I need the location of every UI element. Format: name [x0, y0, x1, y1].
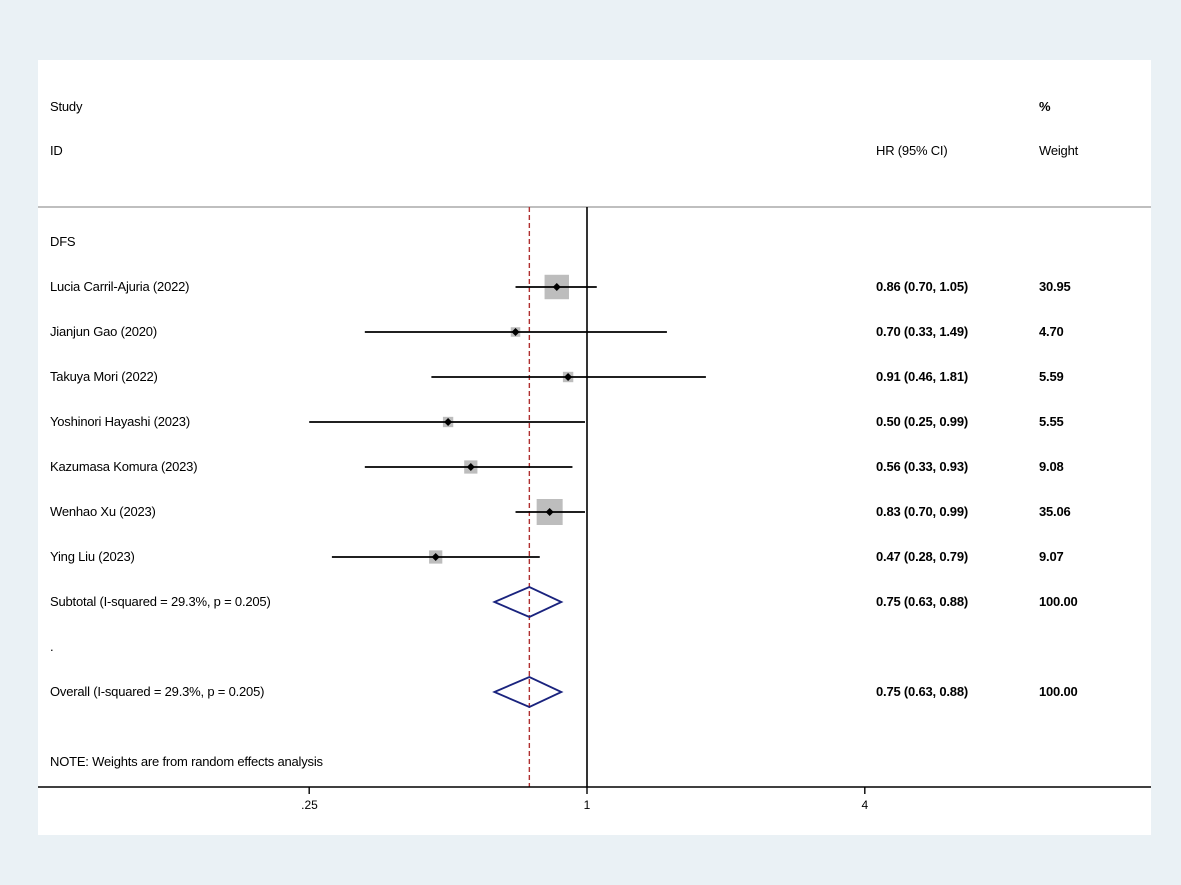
overall-hr: 0.75 (0.63, 0.88)	[876, 684, 968, 699]
point-estimate-marker	[552, 283, 561, 291]
study-label: Jianjun Gao (2020)	[50, 324, 157, 339]
study-weight: 9.07	[1039, 549, 1064, 564]
study-label: Takuya Mori (2022)	[50, 369, 158, 384]
subtotal-weight: 100.00	[1039, 594, 1078, 609]
point-estimate-marker	[466, 463, 475, 471]
header-weight: Weight	[1039, 143, 1079, 158]
study-label: Wenhao Xu (2023)	[50, 504, 156, 519]
header-id: ID	[50, 143, 63, 158]
study-weight: 35.06	[1039, 504, 1071, 519]
study-hr: 0.70 (0.33, 1.49)	[876, 324, 968, 339]
x-tick-label: 1	[583, 798, 591, 812]
study-hr: 0.50 (0.25, 0.99)	[876, 414, 968, 429]
header-hr-ci: HR (95% CI)	[876, 143, 948, 158]
note-text: NOTE: Weights are from random effects an…	[50, 754, 323, 769]
forest-plot: Study ID HR (95% CI) % Weight DFS Lucia …	[38, 60, 1151, 835]
study-weight: 9.08	[1039, 459, 1064, 474]
overall-label: Overall (I-squared = 29.3%, p = 0.205)	[50, 684, 265, 699]
point-estimate-marker	[545, 508, 554, 516]
point-estimate-marker	[444, 418, 453, 426]
overall-diamond	[492, 676, 564, 708]
point-estimate-marker	[431, 553, 440, 561]
study-hr: 0.56 (0.33, 0.93)	[876, 459, 968, 474]
study-label: Lucia Carril-Ajuria (2022)	[50, 279, 190, 294]
header-percent: %	[1039, 99, 1051, 114]
study-label: Kazumasa Komura (2023)	[50, 459, 198, 474]
subtotal-hr: 0.75 (0.63, 0.88)	[876, 594, 968, 609]
subtotal-diamond	[492, 586, 564, 618]
study-hr: 0.83 (0.70, 0.99)	[876, 504, 968, 519]
forest-chart	[38, 206, 1151, 794]
study-weight: 4.70	[1039, 324, 1064, 339]
spacer-dot: .	[50, 639, 54, 654]
study-hr: 0.86 (0.70, 1.05)	[876, 279, 968, 294]
x-tick-label: .25	[301, 798, 318, 812]
study-weight: 5.59	[1039, 369, 1064, 384]
study-hr: 0.47 (0.28, 0.79)	[876, 549, 968, 564]
study-weight: 30.95	[1039, 279, 1071, 294]
header-study: Study	[50, 99, 83, 114]
overall-weight: 100.00	[1039, 684, 1078, 699]
subtotal-label: Subtotal (I-squared = 29.3%, p = 0.205)	[50, 594, 271, 609]
x-tick-label: 4	[861, 798, 869, 812]
study-label: Ying Liu (2023)	[50, 549, 135, 564]
point-estimate-marker	[511, 328, 520, 336]
study-label: Yoshinori Hayashi (2023)	[50, 414, 190, 429]
group-label: DFS	[50, 234, 76, 249]
point-estimate-marker	[564, 373, 573, 381]
study-hr: 0.91 (0.46, 1.81)	[876, 369, 968, 384]
study-weight: 5.55	[1039, 414, 1064, 429]
